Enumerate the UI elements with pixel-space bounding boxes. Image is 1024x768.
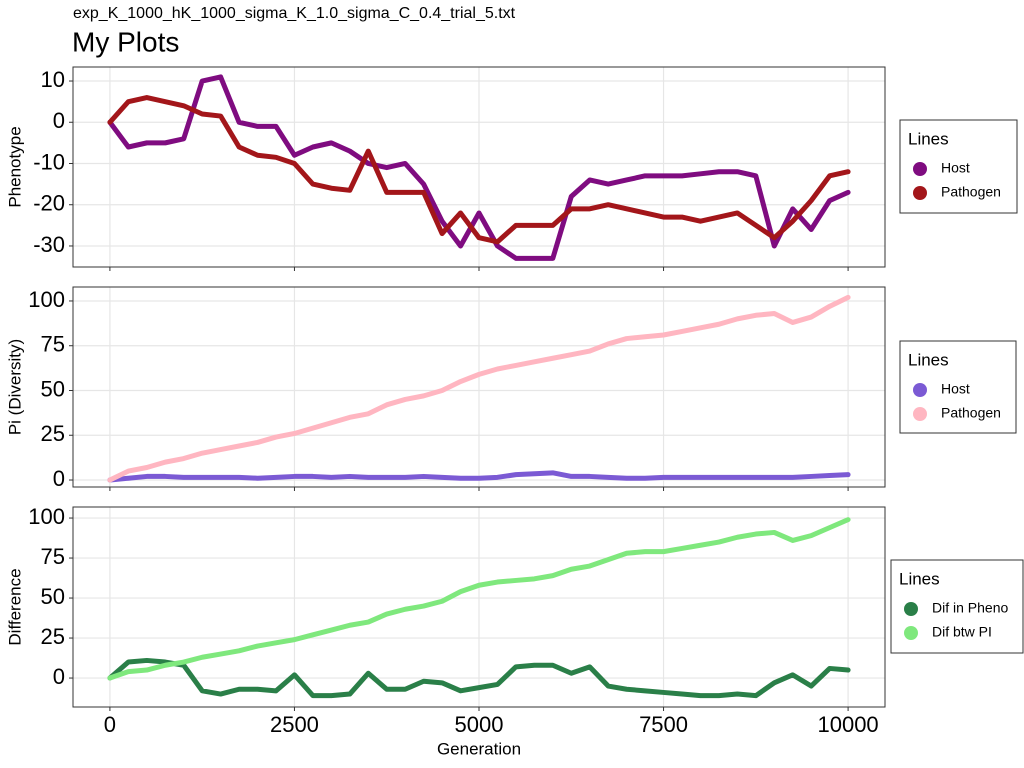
y-tick-label: 100: [28, 504, 65, 529]
series-line: [107, 470, 851, 483]
legend-swatch: [913, 162, 927, 176]
y-tick-label: -10: [33, 149, 65, 174]
legend-swatch: [913, 383, 927, 397]
y-axis-label: Difference: [5, 568, 24, 645]
y-tick-label: 0: [53, 108, 65, 133]
series-line: [107, 294, 851, 483]
y-tick-label: 75: [41, 332, 65, 357]
legend: Lines Dif in Pheno Dif btw PI: [890, 559, 1024, 654]
legend: Lines Host Pathogen: [899, 119, 1018, 214]
y-tick-label: 75: [41, 544, 65, 569]
legend-swatch: [913, 186, 927, 200]
y-tick-label: -20: [33, 191, 65, 216]
legend-label: Pathogen: [941, 405, 1001, 421]
legend-title: Lines: [908, 350, 949, 369]
chart-title: My Plots: [72, 26, 179, 57]
legend: Lines Host Pathogen: [899, 340, 1017, 434]
chart-subtitle: exp_K_1000_hK_1000_sigma_K_1.0_sigma_C_0…: [73, 5, 516, 22]
x-tick-label: 5000: [455, 712, 504, 737]
legend-label: Pathogen: [941, 184, 1001, 200]
legend-swatch: [913, 407, 927, 421]
plot-border: [72, 66, 886, 268]
legend-label: Host: [941, 381, 970, 397]
series-line: [107, 657, 851, 699]
legend-label: Dif btw PI: [932, 624, 992, 640]
y-axis-label: Pi (Diversity): [5, 339, 24, 435]
x-tick-label: 2500: [270, 712, 319, 737]
y-axis-label: Phenotype: [5, 126, 24, 207]
legend-label: Host: [941, 160, 970, 176]
x-tick-label: 10000: [817, 712, 878, 737]
y-tick-label: 0: [53, 664, 65, 689]
x-tick-label: 7500: [639, 712, 688, 737]
series-line: [107, 95, 851, 245]
y-tick-label: 0: [53, 466, 65, 491]
x-axis-label: Generation: [437, 739, 521, 758]
plot-border: [72, 506, 886, 708]
y-tick-label: 25: [41, 421, 65, 446]
legend-title: Lines: [899, 569, 940, 588]
y-tick-label: 100: [28, 287, 65, 312]
y-tick-label: 50: [41, 584, 65, 609]
plot-border: [72, 286, 886, 488]
series-line: [107, 74, 851, 261]
legend-swatch: [904, 602, 918, 616]
y-tick-label: -30: [33, 232, 65, 257]
y-tick-label: 25: [41, 624, 65, 649]
y-tick-label: 50: [41, 376, 65, 401]
y-tick-label: 10: [41, 67, 65, 92]
legend-label: Dif in Pheno: [932, 600, 1008, 616]
legend-swatch: [904, 626, 918, 640]
x-tick-label: 0: [104, 712, 116, 737]
legend-title: Lines: [908, 129, 949, 148]
series-line: [107, 517, 851, 681]
